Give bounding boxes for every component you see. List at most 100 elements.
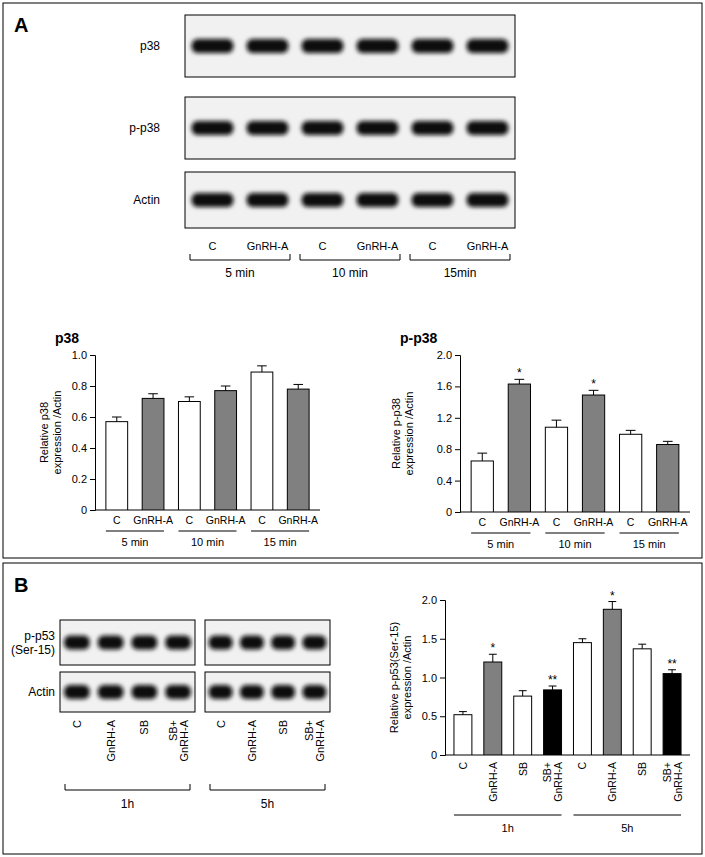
- blot-band: [247, 121, 289, 135]
- bar: [544, 690, 562, 755]
- bar: [633, 649, 651, 755]
- tick-mark: [455, 386, 460, 387]
- panel-frame: [3, 3, 702, 558]
- group-line: [620, 533, 679, 534]
- tick-label: 0: [446, 506, 452, 518]
- y-axis-title: Relative p-p53(Ser-15)expression /Actin: [388, 622, 413, 733]
- bar: [663, 674, 681, 755]
- y-axis: 00.51.01.52.0: [422, 594, 446, 761]
- blot-band: [98, 636, 124, 650]
- blot-band: [357, 193, 399, 207]
- tick-label: 0.5: [422, 710, 437, 722]
- lane-label: C: [215, 720, 227, 728]
- group-label: 5 min: [225, 266, 254, 280]
- tick-mark: [440, 716, 445, 717]
- tick-label: 0.8: [437, 443, 452, 455]
- tick-mark: [455, 449, 460, 450]
- group-label: 5h: [261, 797, 274, 811]
- error-bar: [608, 602, 616, 610]
- group-line: [106, 531, 164, 532]
- blot-band: [303, 636, 327, 650]
- group-label: 10 min: [558, 538, 591, 550]
- lane-label: SB+GnRH-A: [303, 719, 326, 761]
- marks: [106, 366, 309, 510]
- bar: [573, 643, 591, 755]
- group-line: [454, 815, 562, 816]
- tick: 1.2: [437, 412, 460, 424]
- tick: 2.0: [437, 349, 460, 361]
- blot-box: [205, 672, 330, 712]
- category-label: SB: [517, 762, 529, 776]
- error-bar: [185, 397, 195, 402]
- blot: p38p-p38ActinCGnRH-A5 minCGnRH-A10 minCG…: [129, 15, 515, 280]
- tick-label: 0.4: [437, 475, 452, 487]
- panel-frame: [3, 563, 702, 854]
- bar-chart: 00.20.40.60.81.0CGnRH-ACGnRH-ACGnRH-A5 m…: [38, 330, 320, 548]
- blot-band: [240, 636, 264, 650]
- category-label: C: [627, 516, 635, 528]
- bracket: [410, 254, 510, 260]
- tick-label: 1.0: [72, 349, 87, 361]
- error-bar: [257, 366, 267, 372]
- category-label: C: [576, 762, 588, 770]
- tick-mark: [455, 355, 460, 356]
- blot-row-label: Actin: [133, 193, 160, 207]
- chart-title: p38: [55, 330, 79, 346]
- blot-band: [64, 685, 90, 699]
- x-axis-line: [95, 510, 320, 511]
- blot-band: [271, 636, 295, 650]
- bracket: [190, 254, 290, 260]
- bar: [178, 402, 200, 511]
- tick-mark: [455, 418, 460, 419]
- bar: [471, 461, 493, 512]
- group-line: [545, 533, 604, 534]
- lane-label: C: [209, 240, 217, 252]
- error-bar: [148, 394, 158, 399]
- tick-label: 0.6: [72, 411, 87, 423]
- tick-mark: [440, 678, 445, 679]
- tick: 0.8: [437, 443, 460, 455]
- tick-label: 0.2: [72, 473, 87, 485]
- tick-mark: [90, 417, 95, 418]
- y-axis-title: Relative p-p38expression /Actin: [390, 392, 415, 476]
- blot-row-label: p38: [140, 39, 160, 53]
- group-line: [573, 815, 681, 816]
- category-label: GnRH-A: [133, 514, 173, 526]
- lane-label: C: [319, 240, 327, 252]
- lane-label: GnRH-A: [357, 240, 399, 252]
- bar: [106, 422, 128, 510]
- significance: **: [667, 657, 677, 671]
- lane-label: GnRH-A: [247, 240, 289, 252]
- blot-band: [240, 685, 264, 699]
- tick-label: 0.8: [72, 380, 87, 392]
- bar: [142, 398, 164, 510]
- group-label: 15 min: [264, 536, 297, 548]
- group-label: 5 min: [487, 538, 514, 550]
- bracket: [65, 784, 190, 790]
- blot-box: [60, 620, 195, 665]
- bar: [657, 444, 679, 512]
- group-line: [178, 531, 236, 532]
- error-bar: [638, 644, 646, 649]
- category-label: SB: [636, 762, 648, 776]
- error-bar: [477, 453, 487, 461]
- category-label: GnRH-A: [648, 516, 688, 528]
- blot-band: [412, 39, 454, 53]
- bar: [251, 372, 273, 510]
- lane-label: GnRH-A: [246, 719, 258, 761]
- significance: *: [517, 366, 522, 380]
- blot-band: [302, 39, 344, 53]
- group-label: 10 min: [332, 266, 368, 280]
- category-label: SB+GnRH-A: [541, 762, 564, 802]
- tick-mark: [90, 479, 95, 480]
- blot-band: [64, 636, 90, 650]
- bar: [287, 389, 309, 510]
- lane-label: GnRH-A: [467, 240, 509, 252]
- tick-label: 0.4: [72, 442, 87, 454]
- blot-box: [185, 172, 515, 228]
- tick-mark: [440, 600, 445, 601]
- tick-mark: [455, 512, 460, 513]
- group-label: 5h: [621, 822, 633, 834]
- tick-label: 1.5: [422, 633, 437, 645]
- blot-row-label: Actin: [28, 685, 55, 699]
